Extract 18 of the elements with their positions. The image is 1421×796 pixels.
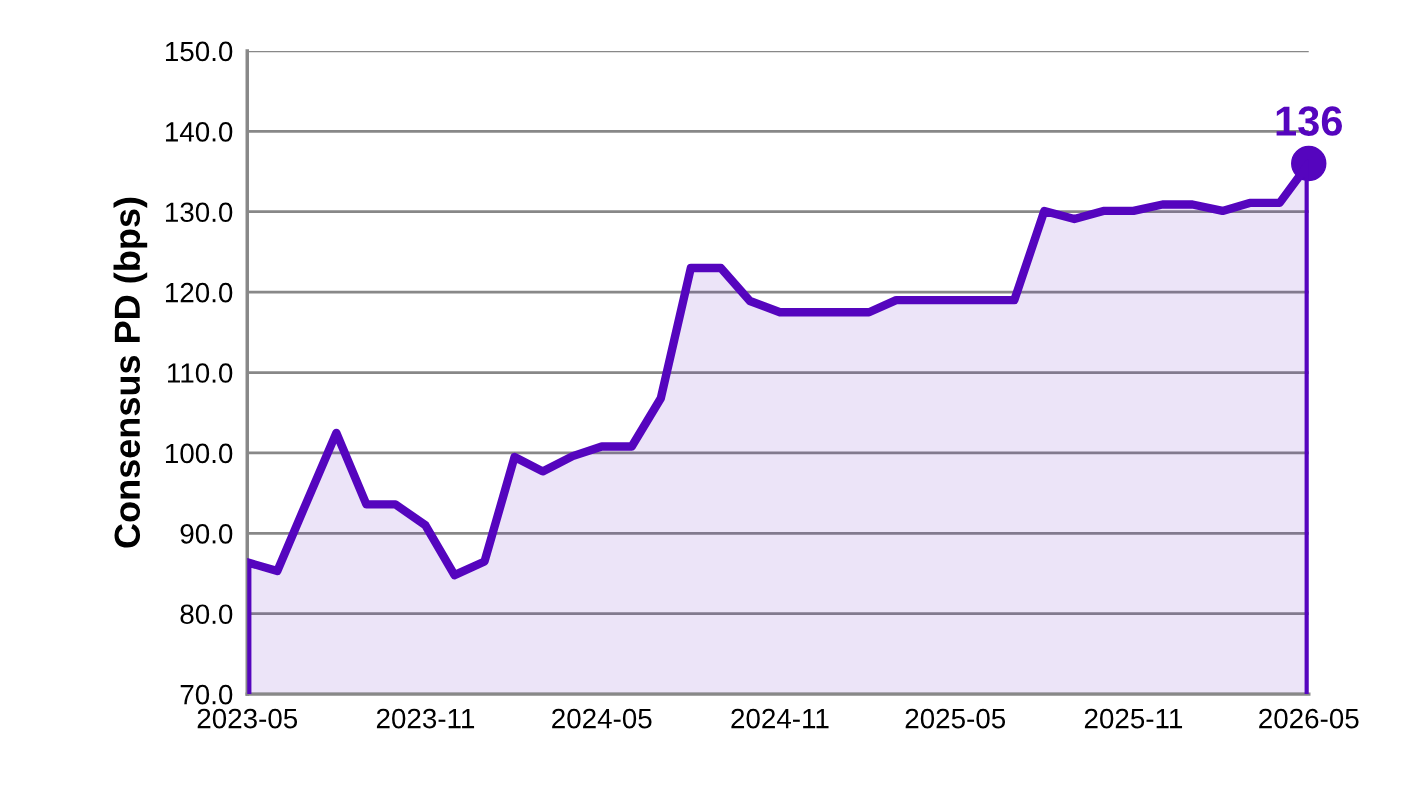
y-tick-label: 140.0 — [165, 122, 233, 142]
x-tick-label: 2024-11 — [731, 708, 829, 729]
y-tick-label: 80.0 — [180, 604, 233, 625]
y-tick-label: 100.0 — [165, 443, 233, 464]
x-tick-label: 2025-05 — [905, 708, 1006, 729]
x-tick-label: 2025-11 — [1084, 708, 1183, 729]
y-axis-title: Consensus PD (bps) — [113, 197, 148, 548]
y-tick-label: 130.0 — [165, 202, 233, 223]
x-tick-label: 2023-05 — [197, 708, 298, 729]
y-tick-label: 110.0 — [168, 363, 233, 383]
y-tick-label: 90.0 — [180, 523, 233, 544]
y-tick-label: 150.0 — [165, 41, 233, 62]
data-label: 136 — [1276, 106, 1342, 136]
y-tick-label: 120.0 — [165, 282, 233, 303]
y-tick-label: 70.0 — [180, 684, 233, 705]
x-tick-label: 2023-11 — [376, 708, 475, 729]
x-tick-label: 2026-05 — [1259, 708, 1359, 729]
x-tick-label: 2024-05 — [552, 708, 652, 729]
